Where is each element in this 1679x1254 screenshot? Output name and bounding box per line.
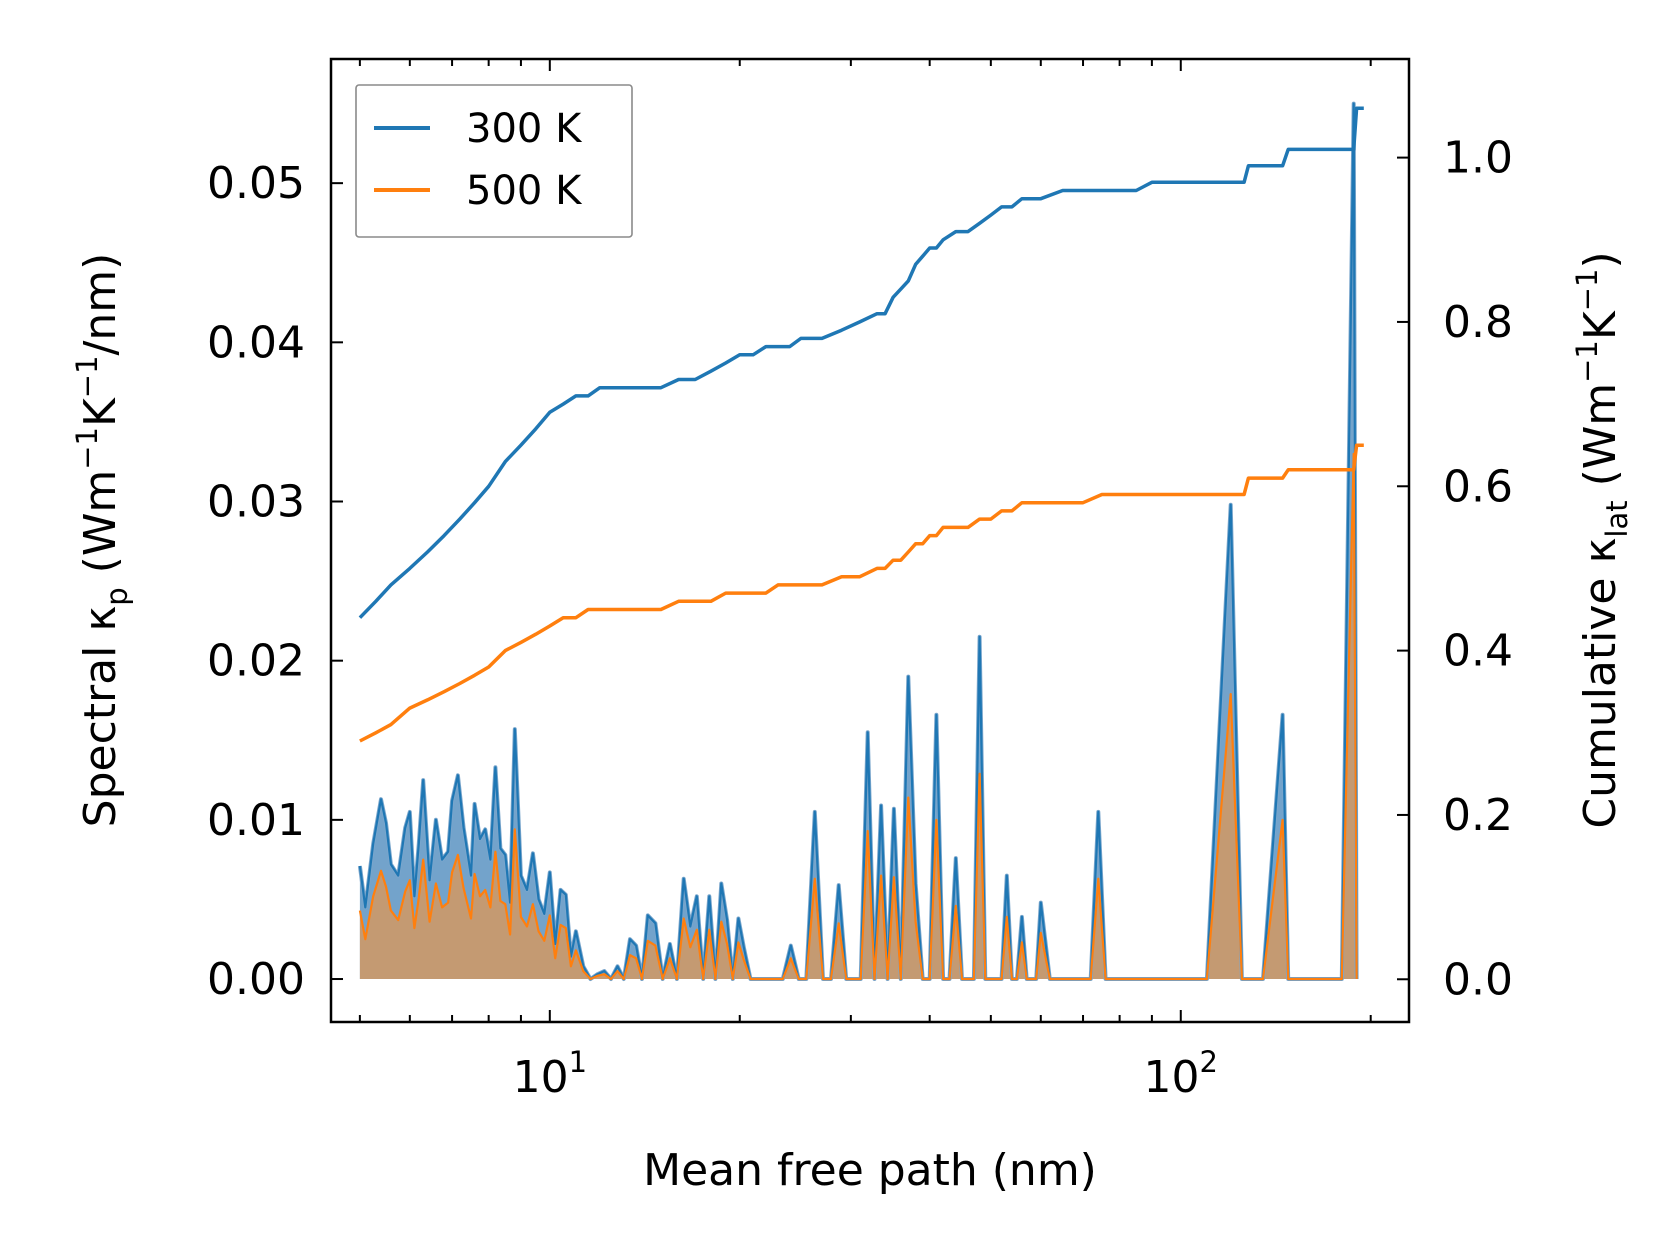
- legend-box: [355, 84, 633, 238]
- legend-label-500: 500 K: [466, 168, 583, 214]
- y-right-tick-label: 0.0: [1443, 954, 1513, 1005]
- y-left-tick-label: 0.01: [207, 795, 305, 846]
- y-axis-label-right: Cumulative κlat (Wm−1K−1): [1570, 251, 1634, 828]
- spectral-line-500: [358, 452, 1358, 981]
- x-tick-label: 102: [1144, 1045, 1218, 1103]
- data-lines: [358, 106, 1364, 743]
- y-axis-label-left: Spectral κp (Wm−1K−1/nm): [70, 253, 134, 828]
- y-left-tick-label: 0.05: [207, 158, 305, 209]
- y-right-tick-label: 0.8: [1443, 297, 1513, 348]
- axis-ticks: 101 102 0.00 0.01 0.02 0.03 0.04 0.05 0.0 0.2 0.4 0…: [207, 59, 1513, 1103]
- x-tick-label: 101: [513, 1045, 587, 1103]
- y-left-tick-label: 0.00: [207, 954, 305, 1005]
- y-left-tick-label: 0.04: [207, 317, 305, 368]
- spectral-fills: [357, 101, 1359, 981]
- legend: 300 K 500 K: [355, 84, 633, 238]
- y-right-tick-label: 1.0: [1443, 133, 1513, 184]
- y-left-tick-label: 0.02: [207, 636, 305, 687]
- y-left-tick-label: 0.03: [207, 477, 305, 528]
- y-right-tick-label: 0.6: [1443, 461, 1513, 512]
- cumulative-line-500: [359, 443, 1364, 743]
- cumulative-line-300: [358, 106, 1364, 619]
- y-right-tick-label: 0.2: [1443, 790, 1513, 841]
- spectral-area-500: [359, 453, 1357, 979]
- legend-label-300: 300 K: [466, 106, 583, 152]
- plot-frame: [329, 57, 1411, 1024]
- x-axis-label: Mean free path (nm): [643, 1145, 1097, 1196]
- y-right-tick-label: 0.4: [1443, 626, 1513, 677]
